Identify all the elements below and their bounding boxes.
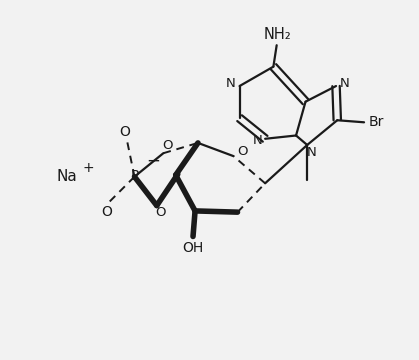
Text: N: N — [306, 146, 316, 159]
Text: +: + — [82, 161, 94, 175]
Text: Na: Na — [57, 169, 78, 184]
Text: N: N — [226, 77, 235, 90]
Text: O: O — [101, 205, 112, 219]
Text: OH: OH — [182, 241, 204, 255]
Text: −: − — [146, 152, 160, 170]
Text: O: O — [155, 207, 166, 220]
Text: O: O — [119, 125, 130, 139]
Text: N: N — [253, 134, 263, 147]
Text: N: N — [340, 77, 350, 90]
Text: Br: Br — [369, 115, 384, 129]
Text: NH₂: NH₂ — [264, 27, 291, 42]
Text: P: P — [130, 169, 139, 183]
Text: O: O — [237, 145, 248, 158]
Text: O: O — [162, 139, 173, 152]
